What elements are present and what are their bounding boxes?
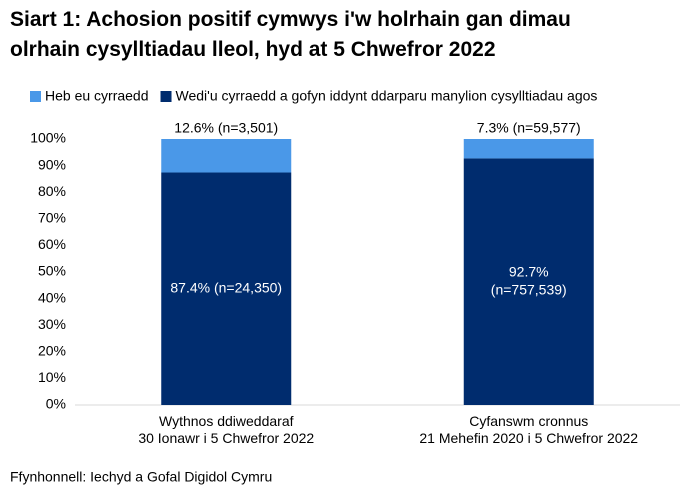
value-label: 92.7% (n=757,539) (491, 263, 567, 297)
x-tick-label: Wythnos ddiweddaraf 30 Ionawr i 5 Chwefro… (138, 413, 314, 446)
legend-label: Heb eu cyrraedd (45, 88, 149, 104)
y-tick-label: 70% (38, 210, 66, 226)
y-tick-label: 50% (38, 263, 66, 279)
legend-swatch (30, 91, 41, 102)
y-tick-label: 30% (38, 316, 66, 332)
legend-swatch (160, 91, 172, 102)
y-tick-label: 20% (38, 343, 66, 359)
y-tick-label: 40% (38, 289, 66, 305)
y-tick-label: 80% (38, 183, 66, 199)
bar-segment (463, 158, 594, 405)
legend-label: Wedi'u cyrraedd a gofyn iddynt ddarparu … (176, 88, 598, 104)
chart-title: Siart 1: Achosion positif cymwys i'w hol… (10, 8, 571, 61)
y-tick-label: 90% (38, 156, 66, 172)
bar-segment (161, 172, 292, 405)
bar-segment (161, 139, 292, 173)
y-tick-label: 100% (30, 130, 66, 146)
value-label: 7.3% (n=59,577) (477, 120, 581, 136)
y-tick-label: 60% (38, 236, 66, 252)
source: Ffynhonnell: Iechyd a Gofal Digidol Cymr… (10, 469, 272, 485)
y-tick-label: 10% (38, 369, 66, 385)
y-tick-label: 0% (46, 396, 66, 412)
x-tick-label: Cyfanswm cronnus 21 Mehefin 2020 i 5 Chwe… (419, 413, 638, 446)
value-label: 12.6% (n=3,501) (174, 120, 278, 136)
value-label: 87.4% (n=24,350) (170, 279, 282, 295)
bar-segment (463, 139, 594, 159)
